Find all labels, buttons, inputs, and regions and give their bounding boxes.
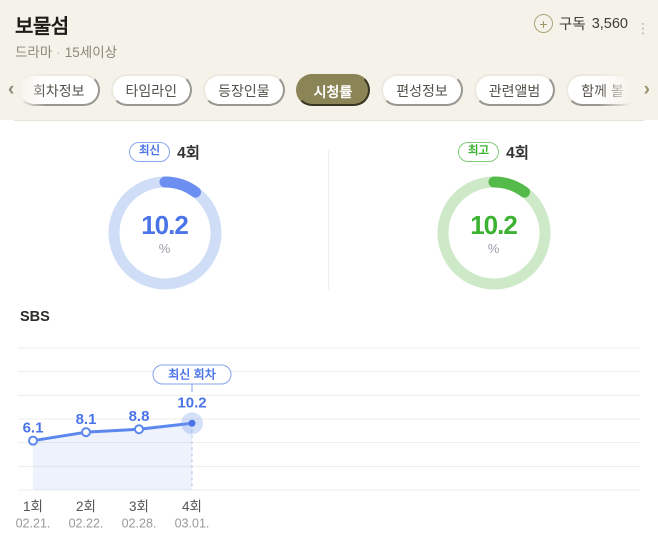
donut-ring [108, 176, 221, 290]
age-rating-label: 15세이상 [64, 45, 118, 60]
x-axis-episode-label: 2회 [76, 499, 96, 514]
ratings-trend-chart: 최신 회차 6.1 1회 02.21. 8.1 2회 02.22. 8.8 3회 02.28. 10… [16, 347, 640, 531]
tooltip-pill [152, 364, 232, 385]
page-title: 보물섬 [15, 16, 69, 38]
tab-characters[interactable]: 등장인물 [203, 74, 285, 106]
tab-schedule-info[interactable]: 편성정보 [381, 74, 463, 106]
subscribe-button[interactable]: + 구독 3,560 [534, 13, 628, 34]
tab-ratings[interactable]: 시청률 [295, 74, 371, 106]
latest-rating-panel: 최신 4회 10.2 % [0, 142, 329, 290]
genre-label: 드라마 [15, 45, 53, 60]
chart-point [81, 427, 91, 438]
tab-related-albums[interactable]: 관련앨범 [473, 74, 556, 106]
latest-badge: 최신 [128, 142, 171, 162]
donut-ring [437, 176, 550, 290]
chevron-left-icon[interactable]: ‹ [4, 77, 18, 103]
highest-donut-chart [437, 176, 550, 290]
chart-point [188, 419, 196, 427]
value-label: 8.8 [129, 408, 150, 425]
donut-arc [437, 176, 550, 290]
donut-arc [108, 176, 221, 290]
chart-point [28, 435, 38, 446]
highest-episode-label: 4회 [506, 145, 530, 162]
latest-donut-chart [108, 176, 221, 290]
value-label: 6.1 [23, 420, 44, 437]
tab-episode-info[interactable]: 회차정보 [18, 74, 100, 106]
latest-episode-label: 4회 [177, 145, 201, 162]
chevron-right-icon[interactable]: › [640, 77, 654, 103]
subscribe-label: 구독 [559, 17, 586, 33]
x-axis-date-label: 02.28. [122, 517, 157, 531]
separator-dot: · [56, 45, 61, 60]
value-label: 8.1 [76, 411, 97, 428]
channel-label: SBS [20, 309, 50, 325]
area-fill [33, 423, 192, 490]
tabs-row: 회차정보 타임라인 등장인물 시청률 편성정보 관련앨범 함께 볼 [18, 74, 639, 106]
highest-episode-row: 최고 4회 [329, 142, 658, 162]
tab-bar: 회차정보 타임라인 등장인물 시청률 편성정보 관련앨범 함께 볼 ‹ › [0, 68, 658, 112]
x-axis-episode-label: 3회 [129, 499, 149, 514]
tooltip-label: 최신 회차 [168, 367, 216, 382]
plus-icon: + [534, 14, 554, 33]
more-menu-button[interactable]: ⋮ [632, 19, 654, 38]
x-axis-date-label: 03.01. [175, 517, 210, 531]
latest-episode-row: 최신 4회 [0, 142, 329, 162]
highest-rating-donut: 10.2 % [437, 176, 551, 290]
subscribe-count: 3,560 [591, 15, 628, 32]
x-axis-date-label: 02.21. [16, 517, 51, 531]
x-axis-episode-label: 1회 [23, 499, 43, 514]
latest-rating-donut: 10.2 % [108, 176, 222, 290]
ratings-divider [328, 150, 329, 290]
chart-point [134, 424, 144, 435]
header-divider [14, 120, 644, 121]
tab-timeline[interactable]: 타임라인 [110, 74, 193, 106]
value-label: 10.2 [177, 394, 206, 411]
trend-line [31, 421, 194, 443]
tab-watch-together[interactable]: 함께 볼 [566, 74, 639, 106]
page-subtitle: 드라마 · 15세이상 [15, 41, 117, 61]
page-header: 보물섬 드라마 · 15세이상 + 구독 3,560 ⋮ 회차정보 타임라인 등장인… [0, 0, 658, 120]
highest-badge: 최고 [457, 142, 500, 162]
highest-rating-panel: 최고 4회 10.2 % [329, 142, 658, 290]
x-axis-date-label: 02.22. [69, 517, 104, 531]
x-axis-episode-label: 4회 [182, 499, 202, 514]
